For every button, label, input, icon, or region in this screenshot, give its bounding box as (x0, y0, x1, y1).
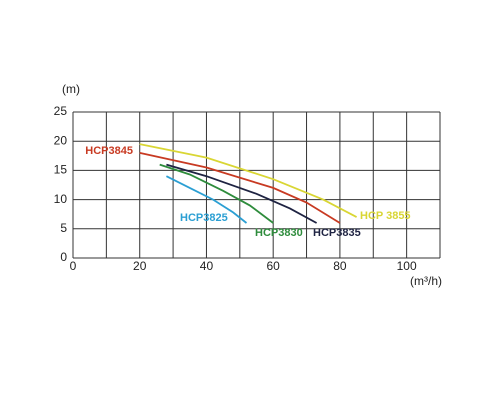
curve (166, 163, 318, 224)
curve (159, 163, 274, 224)
y-tick-label: 15 (54, 163, 68, 177)
y-tick-label: 20 (54, 133, 68, 147)
y-tick-label: 10 (54, 192, 68, 206)
x-tick-label: 60 (267, 259, 281, 273)
series-label: HCP3835 (313, 227, 361, 239)
y-axis-label: (m) (62, 82, 80, 96)
curve (165, 175, 248, 224)
series-label: HCP 3855 (360, 210, 411, 222)
x-tick-label: 80 (333, 259, 347, 273)
y-tick-label: 0 (60, 250, 67, 264)
x-tick-label: 0 (70, 259, 77, 273)
curve (139, 152, 341, 224)
series-label: HCP3845 (85, 145, 133, 157)
x-tick-label: 100 (397, 259, 417, 273)
x-tick-label: 20 (133, 259, 147, 273)
series-label: HCP3825 (180, 212, 228, 224)
y-tick-label: 5 (60, 221, 67, 235)
series-label: HCP3830 (255, 227, 303, 239)
x-axis-label: (m³/h) (410, 274, 442, 288)
x-tick-label: 40 (200, 259, 214, 273)
curve (139, 143, 358, 218)
y-tick-label: 25 (54, 104, 68, 118)
